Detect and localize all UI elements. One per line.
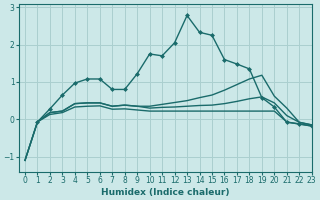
X-axis label: Humidex (Indice chaleur): Humidex (Indice chaleur) bbox=[101, 188, 229, 197]
